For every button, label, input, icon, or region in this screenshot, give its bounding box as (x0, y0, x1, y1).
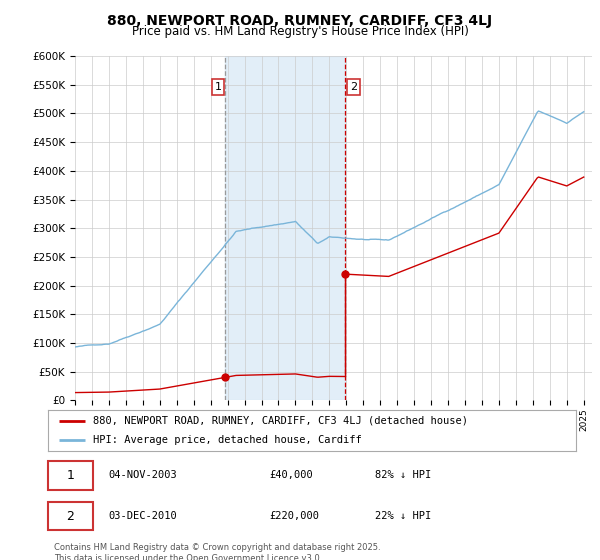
FancyBboxPatch shape (48, 502, 93, 530)
Text: 22% ↓ HPI: 22% ↓ HPI (376, 511, 431, 521)
FancyBboxPatch shape (48, 461, 93, 489)
Text: 04-NOV-2003: 04-NOV-2003 (109, 470, 178, 480)
Text: 2: 2 (350, 82, 357, 92)
Text: 1: 1 (215, 82, 221, 92)
Text: 2: 2 (67, 510, 74, 522)
Text: £220,000: £220,000 (270, 511, 320, 521)
Text: Contains HM Land Registry data © Crown copyright and database right 2025.
This d: Contains HM Land Registry data © Crown c… (54, 543, 380, 560)
Text: 03-DEC-2010: 03-DEC-2010 (109, 511, 178, 521)
Text: 82% ↓ HPI: 82% ↓ HPI (376, 470, 431, 480)
Text: 880, NEWPORT ROAD, RUMNEY, CARDIFF, CF3 4LJ (detached house): 880, NEWPORT ROAD, RUMNEY, CARDIFF, CF3 … (93, 416, 468, 426)
Text: 1: 1 (67, 469, 74, 482)
Text: Price paid vs. HM Land Registry's House Price Index (HPI): Price paid vs. HM Land Registry's House … (131, 25, 469, 38)
Bar (225, 56, 345, 400)
Text: £40,000: £40,000 (270, 470, 314, 480)
Text: 880, NEWPORT ROAD, RUMNEY, CARDIFF, CF3 4LJ: 880, NEWPORT ROAD, RUMNEY, CARDIFF, CF3 … (107, 14, 493, 28)
Text: HPI: Average price, detached house, Cardiff: HPI: Average price, detached house, Card… (93, 435, 362, 445)
